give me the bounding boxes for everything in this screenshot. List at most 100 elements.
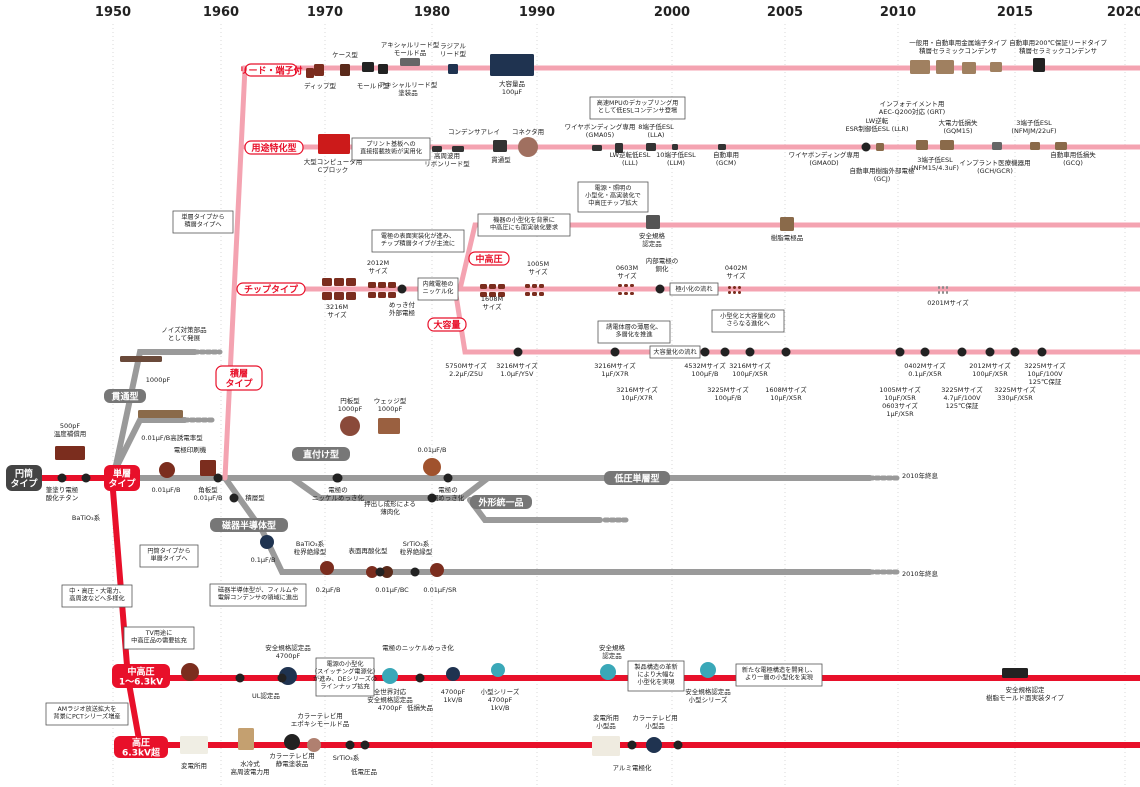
component-label: 低損失品 <box>407 703 433 712</box>
component-label: ラジアルリード型 <box>440 42 467 58</box>
component-label: 3216Mサイズ 10μF/X7R <box>616 385 658 402</box>
milestone-dot <box>895 347 905 357</box>
component-label: アルミ電極化 <box>613 763 652 772</box>
note-box <box>351 137 431 161</box>
component-label: モールド型 <box>357 81 390 90</box>
component-label: 8端子低ESL (LLA) <box>638 122 674 139</box>
milestone-dot <box>610 347 620 357</box>
note-box <box>627 660 685 692</box>
component-label: ディップ型 <box>304 81 337 90</box>
disc-capacitor-image <box>446 667 460 681</box>
year-1980: 1980 <box>414 5 450 20</box>
component-label: 大型コンピュータ用 Cブロック <box>304 157 363 174</box>
component-label: 3225Mサイズ 100μF/B <box>707 385 749 402</box>
note-text: 磁器半導体型が、フィルムや電解コンデンサの領域に進出 <box>218 586 298 602</box>
milestone-dot <box>513 347 523 357</box>
year-axis: 1950 1960 1970 1980 1990 2000 2005 2010 2015 2020 <box>95 5 1140 787</box>
component-label: 5750Mサイズ 2.2μF/Z5U <box>445 361 487 378</box>
milestone-dot <box>57 473 67 483</box>
note-text: 小型化と大容量化のさらなる進化へ <box>720 312 776 328</box>
component-label: 3216Mサイズ 1.0μF/Y5V <box>496 361 538 378</box>
disc-capacitor-image <box>382 668 398 684</box>
chip-capacitor-image <box>938 291 940 294</box>
component-label: 3216Mサイズ 100μF/X5R <box>729 361 771 378</box>
category-label: 低圧単層型 <box>613 473 659 485</box>
note-text: 電源・照明の小型化・高実装化で中高圧チップ拡大 <box>585 184 641 207</box>
chip-capacitor-image <box>539 284 544 288</box>
year-2020: 2020 <box>1107 5 1140 20</box>
component-label: SrTiO₃系 <box>333 753 360 762</box>
chip-capacitor-image <box>493 140 507 152</box>
component-label: 高周波用リボンリード型 <box>424 151 470 168</box>
component-label: 2010年終息 <box>902 569 939 578</box>
category-label: 高圧 6.3kV超 <box>122 737 161 759</box>
chip-capacitor-image <box>480 284 487 289</box>
category-tag-entotsu <box>6 465 42 491</box>
component-label: LW逆転低ESL (LLL) <box>610 150 651 167</box>
component-label: 変電所用 <box>181 761 207 770</box>
milestone-dot <box>627 740 637 750</box>
disc-capacitor-image <box>646 737 662 753</box>
component-label: 安全規格認定品 4700pF <box>265 643 311 660</box>
milestone-dot <box>360 740 370 750</box>
component-label: 電極のニッケルめっき化 <box>382 643 454 652</box>
category-label: 中高圧 <box>475 253 502 265</box>
chip-capacitor-image <box>432 146 442 152</box>
category-tag-chokuzuke <box>292 447 350 461</box>
note-text: 極小化の流れ <box>675 285 713 293</box>
component-label: コンデンサアレイ <box>448 127 500 136</box>
category-tag-koatsu <box>114 736 168 758</box>
disc-capacitor-image <box>430 563 444 577</box>
component-label: 1608M サイズ <box>481 295 503 311</box>
chip-capacitor-image <box>936 60 954 74</box>
chip-capacitor-image <box>539 292 544 296</box>
component-label: 筆塗り電極酸化チタン <box>46 485 79 502</box>
component-label: 0.01μF/B高誘電率型 <box>141 433 203 442</box>
category-label: 積層タイプ <box>225 368 253 390</box>
chip-capacitor-image <box>946 291 948 294</box>
chip-capacitor-image <box>532 292 537 296</box>
chip-capacitor-image <box>672 144 678 150</box>
category-label: 中高圧 1〜6.3kV <box>119 666 163 688</box>
chip-capacitor-image <box>718 144 726 150</box>
chip-capacitor-image <box>340 64 350 76</box>
chip-capacitor-image <box>346 278 356 286</box>
chip-capacitor-image <box>120 356 162 362</box>
chip-capacitor-image <box>448 64 458 74</box>
chip-capacitor-image <box>346 292 356 300</box>
chip-capacitor-image <box>738 291 741 294</box>
milestone-dot <box>229 493 239 503</box>
chip-capacitor-image <box>733 286 736 289</box>
chip-capacitor-image <box>180 736 208 754</box>
component-label: 電極印刷機 <box>174 445 207 454</box>
chip-capacitor-image <box>334 278 344 286</box>
component-label: LW逆転 ESR制御低ESL (LLR) <box>845 116 908 133</box>
component-label: 3端子低ESL (NFMJM/22uF) <box>1011 118 1056 135</box>
component-label: 小型シリーズ 4700pF 1kV/B <box>481 687 520 712</box>
note-box <box>669 282 719 296</box>
category-label: 円筒タイプ <box>10 468 38 490</box>
chip-capacitor-image <box>362 62 374 72</box>
note-box <box>711 309 785 333</box>
disc-capacitor-image <box>159 462 175 478</box>
component-label: 3225Mサイズ 330μF/X5R <box>994 385 1036 402</box>
chip-capacitor-image <box>1002 668 1028 678</box>
component-label: アキシャルリード型モールド品 <box>381 40 440 57</box>
milestone-dot <box>745 347 755 357</box>
component-label: ワイヤボンディング専用(GMA05) <box>565 122 636 139</box>
note-box <box>589 96 686 120</box>
component-label: 自動車用(GCM) <box>713 150 739 167</box>
component-label: 500pF 温度補償用 <box>54 422 87 438</box>
chip-capacitor-image <box>314 64 324 76</box>
chip-capacitor-image <box>55 446 85 460</box>
milestone-dot <box>333 473 343 483</box>
component-label: 0201Mサイズ <box>927 298 969 307</box>
category-tag-chukoatsu_chip <box>468 251 510 266</box>
component-label: 4700pF 1kV/B <box>441 688 466 704</box>
milestone-dot <box>397 284 407 294</box>
component-label: インフォテイメント用 AEC-Q200対応 (GRT) <box>879 100 945 116</box>
note-text: プリント基板への直接搭載技術が実用化 <box>360 140 422 156</box>
chip-capacitor-image <box>615 143 623 153</box>
